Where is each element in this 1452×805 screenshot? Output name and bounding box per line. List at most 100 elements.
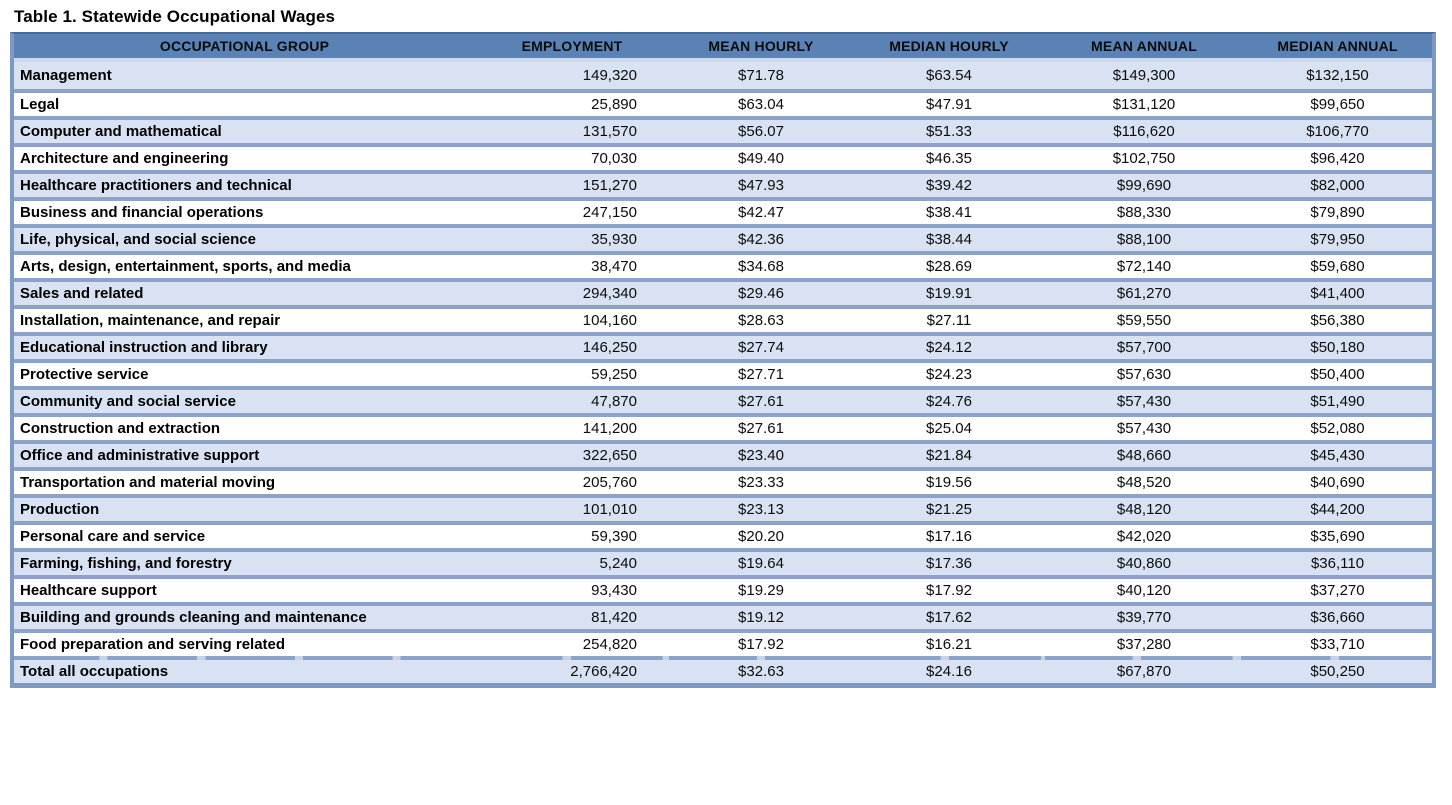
occupational-group-cell: Legal	[14, 89, 475, 116]
mean-hourly-cell: $27.74	[669, 332, 853, 359]
occupational-group-cell: Production	[14, 494, 475, 521]
mean-hourly-cell: $17.92	[669, 629, 853, 656]
median-hourly-cell: $27.11	[853, 305, 1045, 332]
mean-annual-cell: $48,520	[1045, 467, 1243, 494]
median-annual-cell: $33,710	[1243, 629, 1432, 656]
median-annual-cell: $35,690	[1243, 521, 1432, 548]
median-hourly-cell: $28.69	[853, 251, 1045, 278]
employment-cell: 5,240	[475, 548, 669, 575]
table-row: Educational instruction and library 146,…	[14, 332, 1432, 359]
table-row: Business and financial operations 247,15…	[14, 197, 1432, 224]
occupational-group-cell: Building and grounds cleaning and mainte…	[14, 602, 475, 629]
median-annual-cell: $106,770	[1243, 116, 1432, 143]
median-annual-cell: $44,200	[1243, 494, 1432, 521]
table-row: Architecture and engineering 70,030 $49.…	[14, 143, 1432, 170]
table-row: Sales and related 294,340 $29.46 $19.91 …	[14, 278, 1432, 305]
occupational-group-cell: Farming, fishing, and forestry	[14, 548, 475, 575]
median-hourly-cell: $24.76	[853, 386, 1045, 413]
occupational-group-cell: Food preparation and serving related	[14, 629, 475, 656]
median-hourly-cell: $19.56	[853, 467, 1045, 494]
mean-hourly-cell: $23.40	[669, 440, 853, 467]
employment-cell: 59,250	[475, 359, 669, 386]
wages-table: OCCUPATIONAL GROUP EMPLOYMENT MEAN HOURL…	[14, 34, 1432, 683]
mean-annual-cell: $59,550	[1045, 305, 1243, 332]
median-annual-cell: $79,950	[1243, 224, 1432, 251]
mean-annual-cell: $102,750	[1045, 143, 1243, 170]
median-hourly-cell: $38.41	[853, 197, 1045, 224]
total-median-hourly-cell: $24.16	[853, 656, 1045, 683]
total-row: Total all occupations 2,766,420 $32.63 $…	[14, 656, 1432, 683]
table-row: Healthcare support 93,430 $19.29 $17.92 …	[14, 575, 1432, 602]
table-row: Farming, fishing, and forestry 5,240 $19…	[14, 548, 1432, 575]
median-annual-cell: $41,400	[1243, 278, 1432, 305]
table-row: Installation, maintenance, and repair 10…	[14, 305, 1432, 332]
median-hourly-cell: $24.12	[853, 332, 1045, 359]
page-title: Table 1. Statewide Occupational Wages	[14, 7, 336, 26]
mean-annual-cell: $99,690	[1045, 170, 1243, 197]
table-row: Life, physical, and social science 35,93…	[14, 224, 1432, 251]
mean-hourly-cell: $42.36	[669, 224, 853, 251]
column-header-employment: EMPLOYMENT	[475, 34, 669, 62]
median-hourly-cell: $17.16	[853, 521, 1045, 548]
table-row: Management 149,320 $71.78 $63.54 $149,30…	[14, 62, 1432, 89]
occupational-group-cell: Community and social service	[14, 386, 475, 413]
median-hourly-cell: $19.91	[853, 278, 1045, 305]
mean-annual-cell: $88,100	[1045, 224, 1243, 251]
occupational-group-cell: Personal care and service	[14, 521, 475, 548]
mean-annual-cell: $61,270	[1045, 278, 1243, 305]
mean-annual-cell: $116,620	[1045, 116, 1243, 143]
table-row: Food preparation and serving related 254…	[14, 629, 1432, 656]
column-header-median-annual: MEDIAN ANNUAL	[1243, 34, 1432, 62]
employment-cell: 104,160	[475, 305, 669, 332]
table-row: Computer and mathematical 131,570 $56.07…	[14, 116, 1432, 143]
median-hourly-cell: $47.91	[853, 89, 1045, 116]
mean-hourly-cell: $27.61	[669, 386, 853, 413]
table-row: Legal 25,890 $63.04 $47.91 $131,120 $99,…	[14, 89, 1432, 116]
occupational-group-cell: Arts, design, entertainment, sports, and…	[14, 251, 475, 278]
employment-cell: 101,010	[475, 494, 669, 521]
median-annual-cell: $50,180	[1243, 332, 1432, 359]
table-body: Management 149,320 $71.78 $63.54 $149,30…	[14, 62, 1432, 656]
median-annual-cell: $36,660	[1243, 602, 1432, 629]
median-annual-cell: $52,080	[1243, 413, 1432, 440]
mean-hourly-cell: $63.04	[669, 89, 853, 116]
occupational-group-cell: Installation, maintenance, and repair	[14, 305, 475, 332]
mean-hourly-cell: $34.68	[669, 251, 853, 278]
median-annual-cell: $45,430	[1243, 440, 1432, 467]
mean-annual-cell: $42,020	[1045, 521, 1243, 548]
median-annual-cell: $36,110	[1243, 548, 1432, 575]
column-header-mean-hourly: MEAN HOURLY	[669, 34, 853, 62]
total-median-annual-cell: $50,250	[1243, 656, 1432, 683]
median-hourly-cell: $51.33	[853, 116, 1045, 143]
median-hourly-cell: $17.92	[853, 575, 1045, 602]
total-mean-hourly-cell: $32.63	[669, 656, 853, 683]
occupational-group-cell: Computer and mathematical	[14, 116, 475, 143]
mean-hourly-cell: $23.33	[669, 467, 853, 494]
table-row: Arts, design, entertainment, sports, and…	[14, 251, 1432, 278]
mean-hourly-cell: $49.40	[669, 143, 853, 170]
table-row: Building and grounds cleaning and mainte…	[14, 602, 1432, 629]
median-annual-cell: $59,680	[1243, 251, 1432, 278]
mean-hourly-cell: $19.29	[669, 575, 853, 602]
occupational-group-cell: Life, physical, and social science	[14, 224, 475, 251]
median-hourly-cell: $38.44	[853, 224, 1045, 251]
employment-cell: 141,200	[475, 413, 669, 440]
occupational-group-cell: Construction and extraction	[14, 413, 475, 440]
mean-annual-cell: $88,330	[1045, 197, 1243, 224]
mean-hourly-cell: $23.13	[669, 494, 853, 521]
employment-cell: 247,150	[475, 197, 669, 224]
column-header-mean-annual: MEAN ANNUAL	[1045, 34, 1243, 62]
mean-hourly-cell: $19.12	[669, 602, 853, 629]
mean-hourly-cell: $19.64	[669, 548, 853, 575]
median-hourly-cell: $21.25	[853, 494, 1045, 521]
mean-hourly-cell: $56.07	[669, 116, 853, 143]
occupational-group-cell: Office and administrative support	[14, 440, 475, 467]
employment-cell: 149,320	[582, 67, 637, 84]
mean-annual-cell: $57,430	[1045, 413, 1243, 440]
median-annual-cell: $40,690	[1243, 467, 1432, 494]
employment-cell: 81,420	[475, 602, 669, 629]
mean-annual-cell: $57,630	[1045, 359, 1243, 386]
median-annual-cell: $37,270	[1243, 575, 1432, 602]
mean-annual-cell: $40,120	[1045, 575, 1243, 602]
occupational-group-cell: Educational instruction and library	[14, 332, 475, 359]
